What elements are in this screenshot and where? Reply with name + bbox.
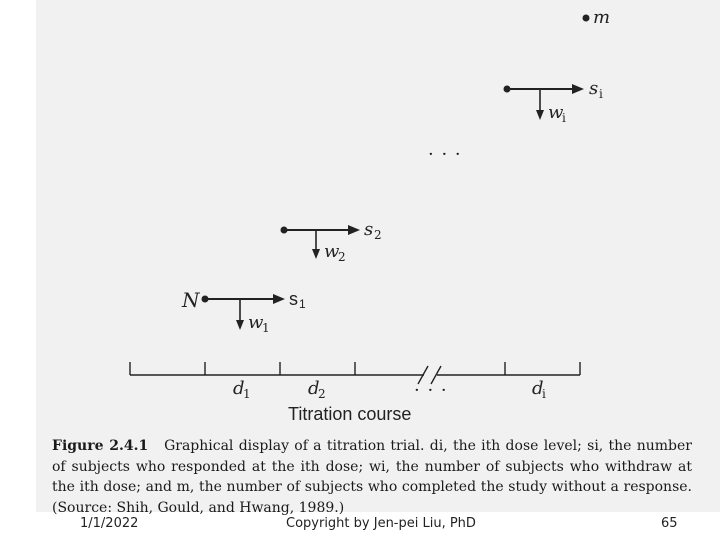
completed-point xyxy=(582,14,590,22)
stage-2-arrows xyxy=(280,225,360,259)
footer-page-number: 65 xyxy=(661,516,678,531)
stages-ellipsis: · · · xyxy=(428,144,462,165)
footer-copyright: Copyright by Jen-pei Liu, PhD xyxy=(286,516,476,531)
scanned-figure xyxy=(36,0,720,512)
footer-date: 1/1/2022 xyxy=(80,516,139,531)
axis-title: Titration course xyxy=(288,404,412,424)
tick-label-ellipsis: · · · xyxy=(414,380,448,401)
stage-i-arrows xyxy=(503,84,584,120)
axis-break-mark xyxy=(417,365,429,385)
total-subjects-label: N xyxy=(182,288,200,312)
titration-axis xyxy=(129,362,581,385)
axis-break-mark xyxy=(430,365,442,385)
caption-label: Figure 2.4.1 xyxy=(52,438,149,454)
stage-1-arrows xyxy=(201,294,285,330)
completed-label: m xyxy=(593,7,611,28)
figure-caption: Figure 2.4.1 Graphical display of a titr… xyxy=(52,436,692,518)
caption-text: Graphical display of a titration trial. … xyxy=(52,438,692,516)
